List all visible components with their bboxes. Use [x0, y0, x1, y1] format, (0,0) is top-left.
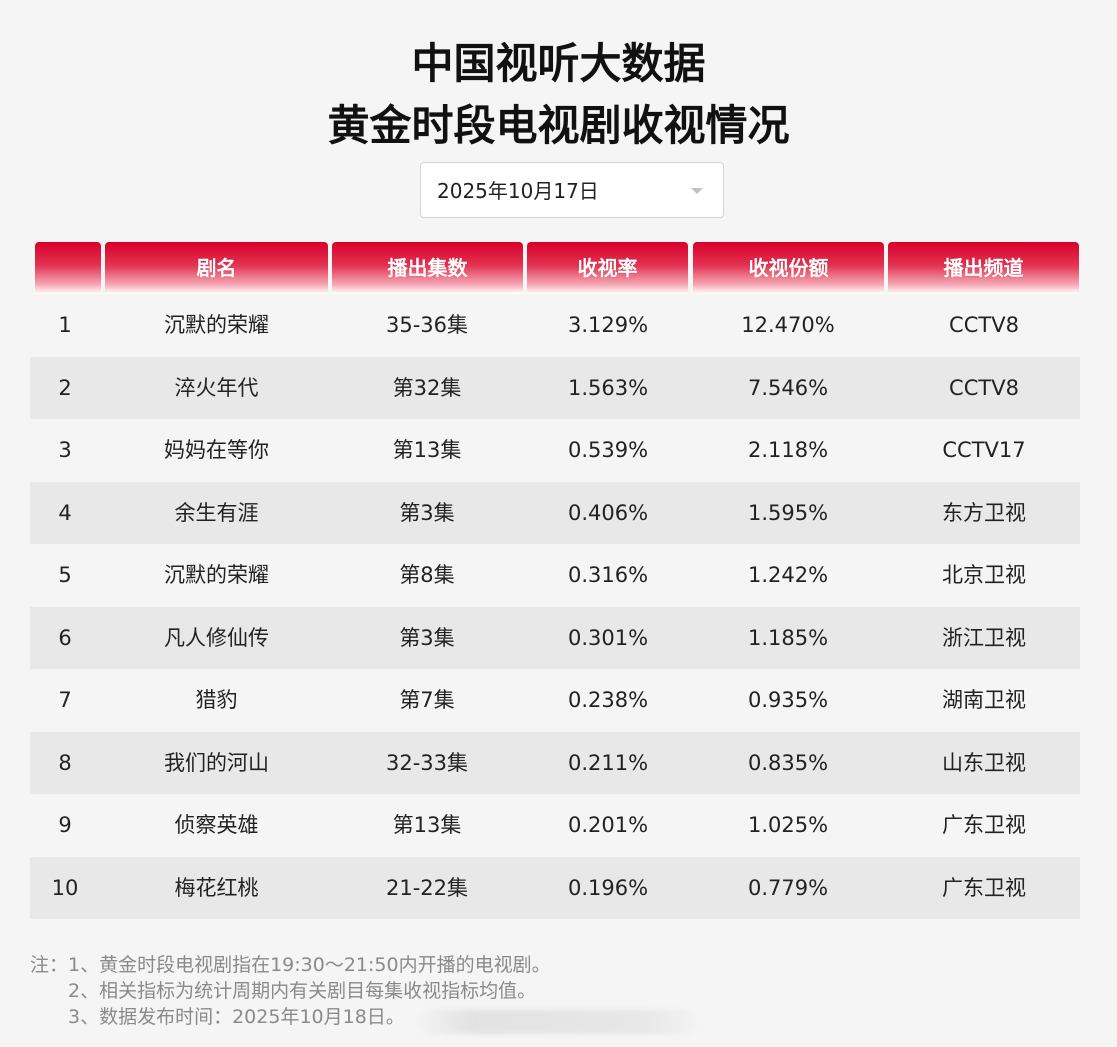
cell-rating: 0.238%: [567, 688, 649, 712]
cell-share: 0.935%: [747, 688, 829, 712]
ratings-table: 剧名 播出集数 收视率 收视份额 播出频道 1 沉默的荣耀 35-36集 3.129%…: [30, 242, 1080, 919]
table-row: 6 凡人修仙传 第3集 0.301% 1.185% 浙江卫视: [30, 606, 1080, 669]
cell-rank: 9: [58, 813, 72, 837]
cell-name: 凡人修仙传: [164, 625, 269, 650]
cell-channel: CCTV8: [949, 313, 1019, 337]
cell-name: 沉默的荣耀: [164, 313, 269, 337]
cell-rank: 3: [58, 438, 72, 462]
cell-rating: 0.301%: [567, 625, 649, 650]
cell-name: 梅花红桃: [174, 875, 259, 900]
cell-name: 余生有涯: [174, 500, 259, 525]
cell-channel: 北京卫视: [942, 563, 1026, 587]
cell-episodes: 第3集: [399, 625, 455, 650]
cell-share: 0.779%: [747, 875, 829, 900]
cell-episodes: 21-22集: [385, 875, 469, 900]
page-title: 中国视听大数据: [411, 39, 706, 88]
cell-rank: 6: [58, 625, 72, 650]
cell-rating: 1.563%: [567, 375, 649, 400]
cell-name: 侦察英雄: [174, 813, 259, 837]
cell-rank: 10: [51, 875, 79, 900]
header-channel: 播出频道: [888, 242, 1079, 294]
header-rank: [35, 242, 101, 294]
cell-rating: 0.316%: [567, 563, 649, 587]
chevron-down-icon[interactable]: [691, 188, 703, 194]
cell-rank: 5: [58, 563, 72, 587]
cell-rating: 0.196%: [567, 875, 649, 900]
cell-share: 0.835%: [747, 750, 829, 775]
cell-episodes: 第8集: [399, 563, 455, 587]
header-rating: 收视率: [527, 242, 688, 294]
cell-share: 1.025%: [747, 813, 829, 837]
cell-share: 12.470%: [741, 313, 835, 337]
cell-channel: CCTV8: [949, 375, 1019, 400]
cell-episodes: 32-33集: [385, 750, 469, 775]
cell-channel: 山东卫视: [942, 750, 1026, 775]
cell-rank: 8: [58, 750, 72, 775]
cell-episodes: 35-36集: [385, 313, 469, 337]
table-row: 1 沉默的荣耀 35-36集 3.129% 12.470% CCTV8: [30, 294, 1080, 357]
table-header: 剧名 播出集数 收视率 收视份额 播出频道: [30, 242, 1080, 294]
cell-episodes: 第3集: [399, 500, 455, 525]
cell-share: 1.242%: [747, 563, 829, 587]
cell-share: 1.185%: [747, 625, 829, 650]
cell-name: 妈妈在等你: [164, 438, 269, 462]
header-episodes: 播出集数: [332, 242, 523, 294]
cell-rank: 4: [58, 500, 72, 525]
cell-channel: 湖南卫视: [942, 688, 1026, 712]
date-select-value: 2025年10月17日: [437, 179, 599, 203]
cell-rank: 2: [58, 375, 72, 400]
cell-name: 猎豹: [195, 688, 238, 712]
table-row: 7 猎豹 第7集 0.238% 0.935% 湖南卫视: [30, 669, 1080, 732]
cell-episodes: 第32集: [392, 375, 462, 400]
header-name: 剧名: [105, 242, 328, 294]
cell-episodes: 第13集: [392, 438, 462, 462]
date-select[interactable]: 2025年10月17日: [420, 162, 724, 218]
footnotes: 注：1、黄金时段电视剧指在19:30～21:50内开播的电视剧。 2、相关指标为…: [30, 952, 551, 1030]
cell-name: 我们的河山: [164, 750, 269, 775]
cell-channel: 东方卫视: [942, 500, 1026, 525]
cell-episodes: 第13集: [392, 813, 462, 837]
cell-share: 2.118%: [747, 438, 829, 462]
note-1: 注：1、黄金时段电视剧指在19:30～21:50内开播的电视剧。: [30, 954, 551, 976]
cell-rating: 0.539%: [567, 438, 649, 462]
cell-name: 沉默的荣耀: [164, 563, 269, 587]
cell-share: 7.546%: [747, 375, 829, 400]
cell-name: 淬火年代: [174, 375, 259, 400]
cell-share: 1.595%: [747, 500, 829, 525]
cell-channel: CCTV17: [942, 438, 1026, 462]
cell-channel: 广东卫视: [942, 875, 1026, 900]
table-body: 1 沉默的荣耀 35-36集 3.129% 12.470% CCTV8 2 淬火年代 第32集 1…: [30, 294, 1080, 919]
note-3: 3、数据发布时间：2025年10月18日。: [68, 1006, 405, 1028]
cell-episodes: 第7集: [399, 688, 455, 712]
cell-rank: 1: [58, 313, 72, 337]
note-2: 2、相关指标为统计周期内有关剧目每集收视指标均值。: [68, 980, 537, 1002]
watermark-blur: [418, 1010, 696, 1034]
cell-channel: 浙江卫视: [942, 625, 1026, 650]
cell-rating: 3.129%: [567, 313, 649, 337]
cell-rating: 0.406%: [567, 500, 649, 525]
cell-rating: 0.211%: [567, 750, 649, 775]
table-row: 9 侦察英雄 第13集 0.201% 1.025% 广东卫视: [30, 794, 1080, 857]
table-row: 2 淬火年代 第32集 1.563% 7.546% CCTV8: [30, 356, 1080, 419]
cell-channel: 广东卫视: [942, 813, 1026, 837]
table-row: 5 沉默的荣耀 第8集 0.316% 1.242% 北京卫视: [30, 544, 1080, 607]
cell-rank: 7: [58, 688, 72, 712]
header-share: 收视份额: [693, 242, 884, 294]
page-subtitle: 黄金时段电视剧收视情况: [327, 101, 790, 150]
cell-rating: 0.201%: [567, 813, 649, 837]
table-row: 3 妈妈在等你 第13集 0.539% 2.118% CCTV17: [30, 419, 1080, 482]
table-row: 8 我们的河山 32-33集 0.211% 0.835% 山东卫视: [30, 731, 1080, 794]
table-row: 4 余生有涯 第3集 0.406% 1.595% 东方卫视: [30, 481, 1080, 544]
table-row: 10 梅花红桃 21-22集 0.196% 0.779% 广东卫视: [30, 856, 1080, 919]
